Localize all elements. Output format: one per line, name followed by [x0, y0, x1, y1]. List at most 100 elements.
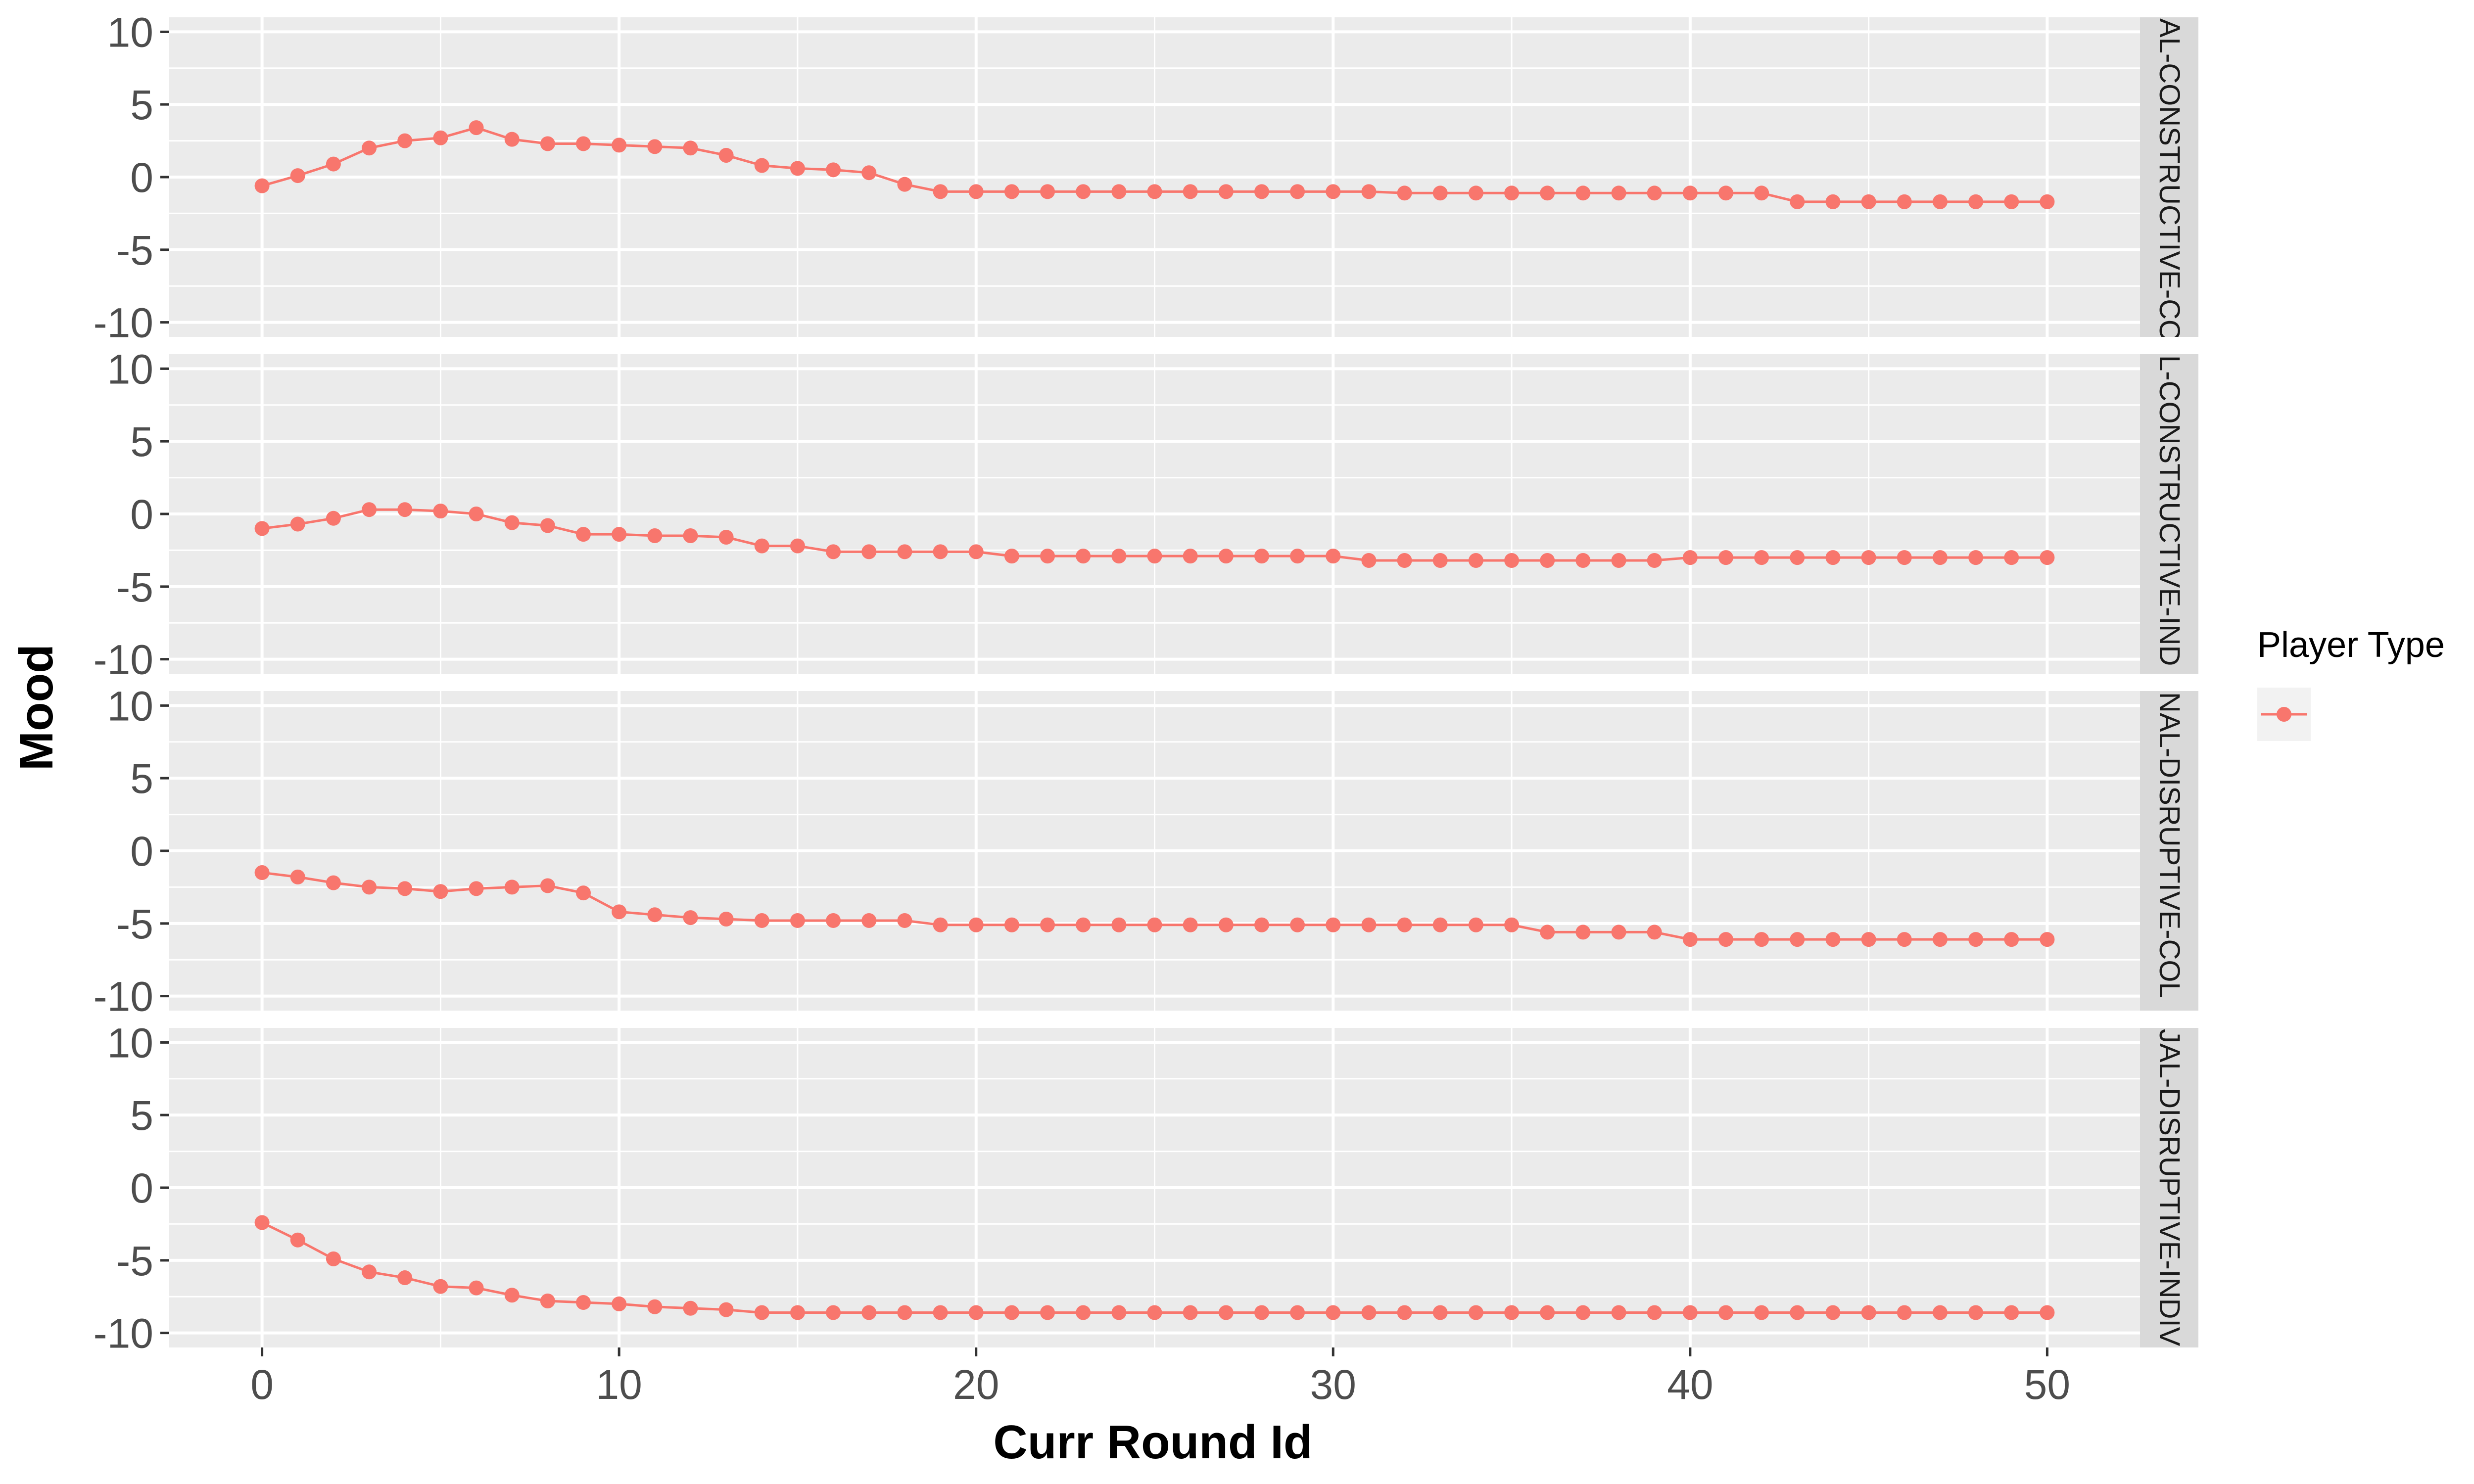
data-point	[1326, 549, 1341, 564]
data-point	[1575, 1305, 1591, 1320]
data-point	[861, 1305, 877, 1320]
y-tick-label: 0	[130, 154, 153, 201]
data-point	[576, 136, 591, 151]
data-point	[1326, 917, 1341, 932]
facet-panel: 10 5 0 -5 -10 AL-CONSTRUCTIVE-CO	[94, 9, 2198, 346]
data-point	[1361, 184, 1377, 199]
data-point	[1611, 1305, 1626, 1320]
data-point	[1076, 549, 1091, 564]
data-point	[1290, 1305, 1305, 1320]
data-point	[1504, 553, 1520, 568]
data-point	[397, 881, 413, 896]
data-point	[2040, 932, 2055, 947]
data-point	[861, 165, 877, 181]
data-point	[1290, 917, 1305, 932]
data-point	[897, 544, 912, 559]
y-tick-label: 5	[130, 755, 153, 802]
data-point	[1611, 925, 1626, 940]
data-point	[1004, 549, 1019, 564]
data-point	[1790, 194, 1805, 209]
data-point	[826, 544, 841, 559]
data-point	[1611, 186, 1626, 201]
data-point	[1183, 917, 1198, 932]
data-point	[1718, 1305, 1733, 1320]
data-point	[1290, 184, 1305, 199]
data-point	[1790, 932, 1805, 947]
data-point	[647, 1299, 663, 1314]
y-tick-label: 10	[107, 346, 153, 392]
strip-background	[2140, 17, 2198, 337]
data-point	[1647, 1305, 1662, 1320]
data-point	[1897, 932, 1912, 947]
data-point	[826, 913, 841, 928]
data-point	[2040, 194, 2055, 209]
data-point	[1682, 550, 1698, 565]
data-point	[1897, 194, 1912, 209]
data-point	[254, 521, 270, 536]
data-point	[1932, 932, 1948, 947]
data-point	[576, 885, 591, 901]
data-point	[1111, 917, 1127, 932]
data-point	[1575, 925, 1591, 940]
data-point	[754, 913, 769, 928]
data-point	[397, 133, 413, 148]
data-point	[861, 544, 877, 559]
data-point	[718, 147, 734, 163]
y-tick-label: -10	[94, 1310, 153, 1357]
data-point	[2004, 194, 2019, 209]
y-tick-label: 10	[107, 9, 153, 55]
data-point	[2040, 550, 2055, 565]
data-point	[540, 518, 555, 533]
data-point	[1040, 917, 1055, 932]
data-point	[1326, 184, 1341, 199]
data-point	[1361, 917, 1377, 932]
data-point	[1611, 553, 1626, 568]
data-point	[290, 168, 305, 184]
facet-strip: L-CONSTRUCTIVE-IND	[2140, 354, 2198, 674]
data-point	[1147, 1305, 1162, 1320]
strip-background	[2140, 691, 2198, 1011]
data-point	[2040, 1305, 2055, 1320]
data-point	[897, 1305, 912, 1320]
data-point	[683, 910, 698, 926]
data-point	[1432, 1305, 1448, 1320]
strip-label: JAL-DISRUPTIVE-INDIV	[2153, 1029, 2186, 1346]
data-point	[1361, 1305, 1377, 1320]
data-point	[897, 177, 912, 192]
data-point	[362, 1264, 377, 1280]
data-point	[683, 528, 698, 544]
data-point	[1147, 184, 1162, 199]
y-tick-label: -5	[116, 227, 153, 274]
data-point	[254, 178, 270, 193]
data-point	[790, 538, 805, 554]
data-point	[933, 1305, 948, 1320]
data-point	[1682, 1305, 1698, 1320]
data-point	[326, 1251, 341, 1266]
data-point	[1254, 917, 1269, 932]
y-tick-label: 5	[130, 1092, 153, 1139]
data-point	[861, 913, 877, 928]
data-point	[1076, 917, 1091, 932]
data-point	[1647, 186, 1662, 201]
data-point	[254, 865, 270, 881]
data-point	[576, 1295, 591, 1310]
data-point	[1504, 1305, 1520, 1320]
data-point	[326, 510, 341, 526]
data-point	[1254, 1305, 1269, 1320]
data-point	[1504, 917, 1520, 932]
data-point	[1076, 184, 1091, 199]
data-point	[1754, 1305, 1769, 1320]
data-point	[933, 544, 948, 559]
data-point	[504, 132, 520, 147]
data-point	[326, 875, 341, 890]
data-point	[612, 138, 627, 153]
facet-panel: 10 5 0 -5 -10 L-CONSTRUCTIVE-IND	[94, 346, 2198, 683]
y-tick-label: 0	[130, 1165, 153, 1211]
data-point	[1932, 194, 1948, 209]
data-point	[790, 161, 805, 176]
data-point	[1932, 550, 1948, 565]
x-axis-title: Curr Round Id	[993, 1416, 1312, 1469]
facet-panel: 10 5 0 -5 -10 JAL-DISRUPTIVE-INDIV	[94, 1020, 2198, 1357]
data-point	[469, 120, 484, 136]
